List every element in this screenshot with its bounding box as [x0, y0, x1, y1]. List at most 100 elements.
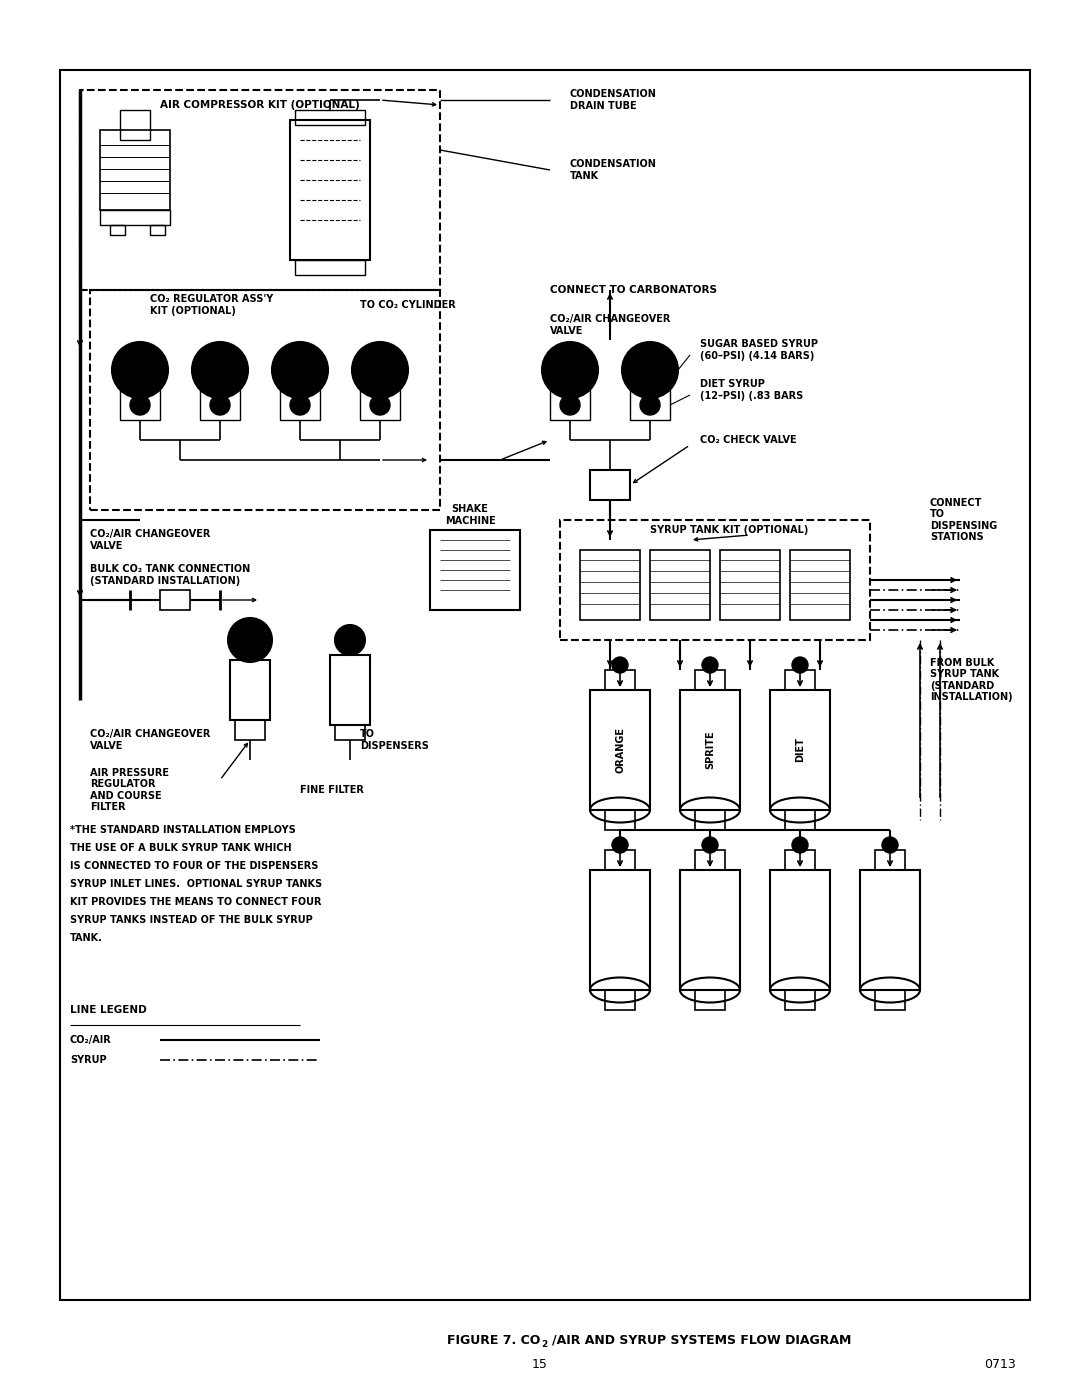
Text: LINE LEGEND: LINE LEGEND: [70, 1004, 147, 1016]
Circle shape: [368, 358, 392, 381]
Bar: [100, 130, 170, 210]
Bar: [789, 550, 850, 620]
Bar: [590, 870, 650, 990]
Bar: [770, 690, 831, 810]
Text: CONDENSATION
TANK: CONDENSATION TANK: [570, 159, 657, 180]
Text: BULK CO₂ TANK CONNECTION
(STANDARD INSTALLATION): BULK CO₂ TANK CONNECTION (STANDARD INSTA…: [90, 564, 251, 585]
Bar: [580, 550, 640, 620]
Text: TO CO₂ CYLINDER: TO CO₂ CYLINDER: [360, 300, 456, 310]
Bar: [100, 210, 170, 225]
Bar: [430, 529, 519, 610]
Bar: [230, 659, 270, 719]
Circle shape: [558, 358, 582, 381]
Bar: [630, 390, 670, 420]
Bar: [785, 671, 815, 690]
Bar: [160, 590, 190, 610]
Circle shape: [208, 358, 232, 381]
Bar: [80, 89, 440, 291]
Text: 15: 15: [532, 1358, 548, 1372]
Bar: [590, 690, 650, 810]
Text: SYRUP: SYRUP: [70, 1055, 107, 1065]
Bar: [875, 849, 905, 870]
Bar: [605, 671, 635, 690]
Circle shape: [129, 358, 152, 381]
Text: SHAKE
MACHINE: SHAKE MACHINE: [445, 504, 496, 525]
Text: TO
DISPENSERS: TO DISPENSERS: [360, 729, 429, 750]
Circle shape: [242, 631, 258, 648]
Bar: [235, 719, 265, 740]
Bar: [680, 690, 740, 810]
Bar: [200, 390, 240, 420]
Bar: [330, 655, 370, 725]
Text: SYRUP TANKS INSTEAD OF THE BULK SYRUP: SYRUP TANKS INSTEAD OF THE BULK SYRUP: [70, 915, 313, 925]
Bar: [696, 849, 725, 870]
Text: SYRUP INLET LINES.  OPTIONAL SYRUP TANKS: SYRUP INLET LINES. OPTIONAL SYRUP TANKS: [70, 879, 322, 888]
Text: /AIR AND SYRUP SYSTEMS FLOW DIAGRAM: /AIR AND SYRUP SYSTEMS FLOW DIAGRAM: [552, 1334, 851, 1347]
Circle shape: [622, 342, 678, 398]
Bar: [291, 120, 370, 260]
Bar: [785, 849, 815, 870]
Text: FIGURE 7. CO: FIGURE 7. CO: [447, 1334, 540, 1347]
Circle shape: [882, 837, 897, 854]
Text: ORANGE: ORANGE: [615, 726, 625, 773]
Bar: [550, 390, 590, 420]
Text: FROM BULK
SYRUP TANK
(STANDARD
INSTALLATION): FROM BULK SYRUP TANK (STANDARD INSTALLAT…: [930, 658, 1013, 703]
Text: SPRITE: SPRITE: [705, 731, 715, 770]
Circle shape: [561, 395, 580, 415]
Circle shape: [702, 837, 718, 854]
Bar: [785, 990, 815, 1010]
Bar: [696, 810, 725, 830]
Bar: [605, 810, 635, 830]
Text: DIET: DIET: [795, 738, 805, 763]
Bar: [335, 725, 365, 740]
Bar: [605, 990, 635, 1010]
Circle shape: [112, 342, 168, 398]
Text: AIR PRESSURE
REGULATOR
AND COURSE
FILTER: AIR PRESSURE REGULATOR AND COURSE FILTER: [90, 767, 168, 813]
Bar: [150, 225, 165, 235]
Text: *THE STANDARD INSTALLATION EMPLOYS: *THE STANDARD INSTALLATION EMPLOYS: [70, 826, 296, 835]
Text: CO₂/AIR CHANGEOVER
VALVE: CO₂/AIR CHANGEOVER VALVE: [90, 729, 211, 750]
Circle shape: [130, 395, 150, 415]
Text: TANK.: TANK.: [70, 933, 103, 943]
Text: CO₂ REGULATOR ASS'Y
KIT (OPTIONAL): CO₂ REGULATOR ASS'Y KIT (OPTIONAL): [150, 295, 273, 316]
Circle shape: [272, 342, 328, 398]
Circle shape: [210, 395, 230, 415]
Circle shape: [638, 358, 662, 381]
Circle shape: [702, 657, 718, 673]
Bar: [650, 550, 710, 620]
Text: 2: 2: [541, 1340, 548, 1348]
Bar: [561, 520, 870, 640]
Bar: [360, 390, 400, 420]
Circle shape: [612, 657, 627, 673]
Text: IS CONNECTED TO FOUR OF THE DISPENSERS: IS CONNECTED TO FOUR OF THE DISPENSERS: [70, 861, 319, 870]
Circle shape: [291, 395, 310, 415]
Bar: [590, 469, 630, 500]
Text: CO₂ CHECK VALVE: CO₂ CHECK VALVE: [700, 434, 797, 446]
Bar: [605, 849, 635, 870]
Text: FINE FILTER: FINE FILTER: [300, 785, 364, 795]
Bar: [295, 260, 365, 275]
Circle shape: [612, 837, 627, 854]
Text: CO₂/AIR: CO₂/AIR: [70, 1035, 111, 1045]
Circle shape: [288, 358, 312, 381]
Circle shape: [352, 342, 408, 398]
Text: SYRUP TANK KIT (OPTIONAL): SYRUP TANK KIT (OPTIONAL): [650, 525, 808, 535]
Circle shape: [335, 624, 365, 655]
Bar: [696, 990, 725, 1010]
Text: SUGAR BASED SYRUP
(60–PSI) (4.14 BARS): SUGAR BASED SYRUP (60–PSI) (4.14 BARS): [700, 339, 818, 360]
Text: CONDENSATION
DRAIN TUBE: CONDENSATION DRAIN TUBE: [570, 89, 657, 110]
Text: DIET SYRUP
(12–PSI) (.83 BARS: DIET SYRUP (12–PSI) (.83 BARS: [700, 379, 804, 401]
Text: CONNECT TO CARBONATORS: CONNECT TO CARBONATORS: [550, 285, 717, 295]
Text: 0713: 0713: [984, 1358, 1016, 1372]
Circle shape: [228, 617, 272, 662]
Circle shape: [792, 657, 808, 673]
Bar: [696, 671, 725, 690]
Bar: [60, 70, 1030, 1301]
Bar: [785, 810, 815, 830]
Text: CO₂/AIR CHANGEOVER
VALVE: CO₂/AIR CHANGEOVER VALVE: [550, 314, 671, 335]
Circle shape: [370, 395, 390, 415]
Bar: [680, 870, 740, 990]
Bar: [860, 870, 920, 990]
Bar: [120, 390, 160, 420]
Text: CO₂/AIR CHANGEOVER
VALVE: CO₂/AIR CHANGEOVER VALVE: [90, 529, 211, 550]
